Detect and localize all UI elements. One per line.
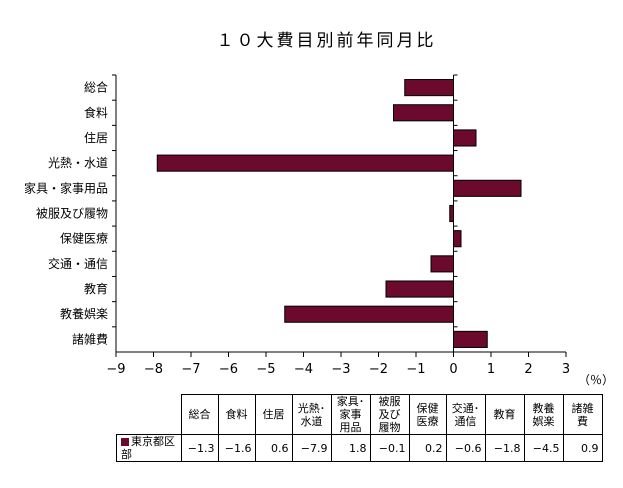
- bar: [156, 154, 454, 172]
- x-tick-label: −9: [106, 362, 125, 377]
- category-labels: 総合食料住居光熱・水道家具・家事用品被服及び履物保健医療交通・通信教育教養娯楽諸…: [24, 80, 108, 347]
- table-header-text: 医療: [416, 414, 439, 428]
- bar: [449, 204, 454, 223]
- category-label: 住居: [84, 131, 108, 145]
- category-label: 被服及び履物: [36, 207, 108, 221]
- table-header-text: 保健: [416, 401, 439, 415]
- table-header-cell: 教育: [484, 394, 525, 435]
- table-header-text: 通信: [454, 414, 477, 428]
- table-header-text: 及び: [378, 408, 401, 421]
- table-value-cell: −4.5: [523, 434, 564, 462]
- table-header-cell: 諸雑費: [562, 394, 603, 435]
- category-label: 光熱・水道: [48, 156, 108, 170]
- table-header-cell: 家具･ 家事 用品: [330, 394, 371, 435]
- table-header-row: 総合 食料 住居 光熱･ 水道 家具･ 家事 用品 被服 及び 履物 保健 医療 交通･ 通信 教育 教養 娯楽諸…: [116, 394, 603, 435]
- table-header-cell: 保健 医療: [408, 394, 447, 435]
- x-tick-label: 3: [562, 362, 570, 377]
- legend-swatch: [121, 438, 129, 446]
- x-tick-label: −4: [294, 362, 313, 377]
- table-header-text: 教養: [532, 401, 555, 415]
- category-label: 教育: [84, 281, 108, 296]
- table-header-cell: 教養 娯楽: [523, 394, 564, 435]
- table-value-cell: −1.8: [484, 434, 525, 462]
- table-value-cell: −0.6: [445, 434, 486, 462]
- table-header-text: 履物: [378, 421, 401, 434]
- x-tick-label: −1: [406, 362, 425, 377]
- legend-series-name: 東京都区部: [121, 435, 175, 461]
- data-table: 総合 食料 住居 光熱･ 水道 家具･ 家事 用品 被服 及び 履物 保健 医療 交通･ 通信 教育 教養 娯楽諸…: [116, 394, 603, 462]
- category-label: 家具・家事用品: [24, 180, 108, 195]
- bar: [453, 330, 488, 348]
- table-header-text: 水道: [300, 414, 323, 428]
- table-header-text: 交通･: [451, 401, 480, 415]
- table-value-cell: 0.6: [254, 434, 293, 462]
- table-header-text: 用品: [339, 421, 362, 434]
- bar-chart: 総合食料住居光熱・水道家具・家事用品被服及び履物保健医療交通・通信教育教養娯楽諸…: [24, 74, 614, 387]
- table-header-text: 被服: [378, 395, 401, 408]
- table-value-cell: 0.9: [562, 434, 603, 462]
- table-value-row: 東京都区部 −1.3 −1.6 0.6 −7.9 1.8 −0.1 0.2 −0.6 −1.8−…: [116, 434, 603, 462]
- bar: [453, 129, 477, 147]
- table-header-cell: 光熱･ 水道: [291, 394, 332, 435]
- table-header-text: 家事: [339, 408, 362, 421]
- table-value-cell: 1.8: [330, 434, 371, 462]
- category-label: 食料: [84, 105, 108, 120]
- table-header-text: 教育: [493, 408, 516, 421]
- category-label: 交通・通信: [48, 256, 108, 271]
- x-tick-label: 1: [487, 362, 495, 377]
- category-label: 諸雑費: [72, 331, 108, 346]
- table-value-cell: −0.1: [369, 434, 410, 462]
- x-tick-label: −3: [331, 362, 350, 377]
- table-header-text: 家具･: [336, 395, 365, 408]
- table-header-text: 娯楽: [532, 414, 555, 428]
- bar: [404, 79, 454, 97]
- table-header-cell: 総合: [180, 394, 219, 435]
- table-header-text: 諸雑: [571, 401, 594, 415]
- x-tick-label: −6: [219, 362, 238, 377]
- x-tick-label: 0: [449, 362, 457, 377]
- x-tick-label: −5: [256, 362, 275, 377]
- bar: [284, 305, 454, 323]
- table-header-text: 食料: [225, 408, 248, 421]
- table-header-cell: 食料: [217, 394, 256, 435]
- table-value-cell: −1.6: [217, 434, 256, 462]
- table-header-cell: 被服 及び 履物: [369, 394, 410, 435]
- legend-series-cell: 東京都区部: [116, 434, 182, 462]
- table-header-text: 光熱･: [297, 401, 326, 415]
- table-value-cell: 0.2: [408, 434, 447, 462]
- x-tick-label: −8: [144, 362, 163, 377]
- table-value-cell: −1.3: [180, 434, 219, 462]
- table-corner: [116, 394, 182, 435]
- table-header-text: 総合: [188, 408, 211, 421]
- table-header-cell: 交通･ 通信: [445, 394, 486, 435]
- table-header-text: 住居: [262, 408, 285, 421]
- unit-label: （％）: [578, 373, 614, 387]
- bar: [453, 230, 462, 248]
- category-label: 保健医療: [60, 232, 108, 246]
- category-label: 総合: [84, 80, 108, 95]
- bar: [453, 179, 522, 197]
- x-tick-label: −2: [369, 362, 388, 377]
- bar: [385, 280, 454, 298]
- bar: [393, 104, 454, 122]
- table-header-cell: 住居: [254, 394, 293, 435]
- table-value-cell: −7.9: [291, 434, 332, 462]
- bars: [156, 79, 522, 348]
- bar: [430, 255, 454, 273]
- table-header-text: 費: [577, 414, 588, 428]
- x-tick-label: −7: [181, 362, 200, 377]
- x-tick-label: 2: [524, 362, 532, 377]
- x-tick-labels: −9 −8 −7 −6 −5 −4 −3 −2 −1 0 1 2 3: [106, 362, 570, 377]
- axes: [112, 74, 567, 357]
- category-label: 教養娯楽: [60, 306, 108, 321]
- chart-title: １０大費目別前年同月比: [216, 31, 437, 51]
